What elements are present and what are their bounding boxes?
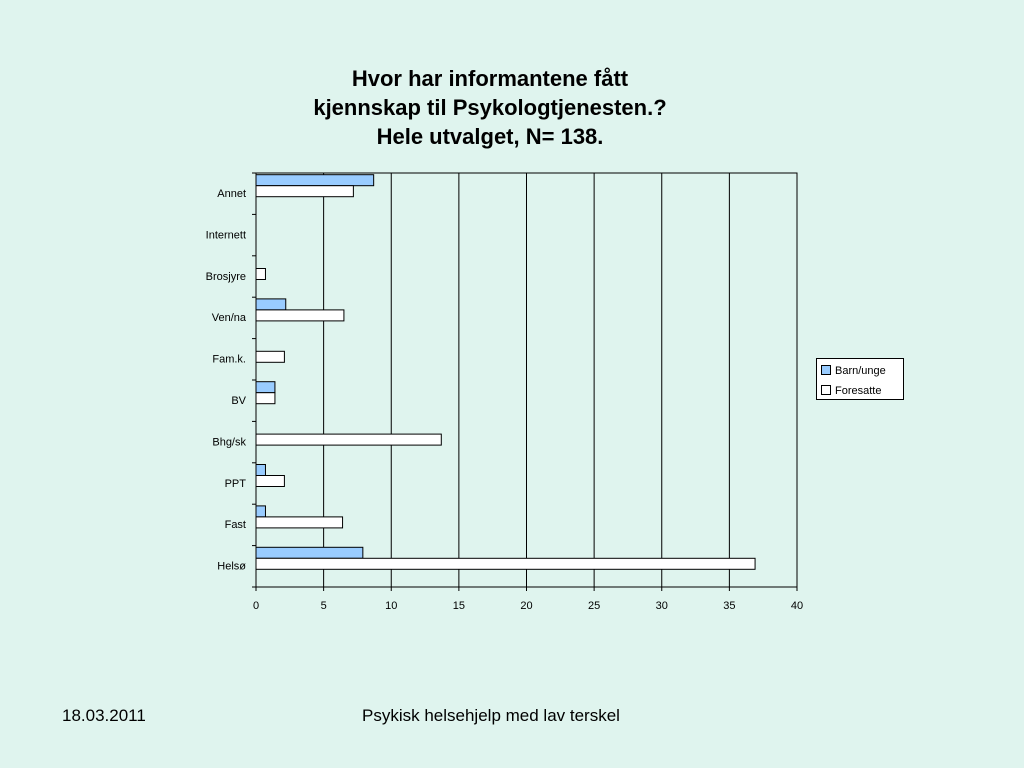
chart-title-line-1: Hvor har informantene fått xyxy=(351,66,629,91)
legend-item-barn-unge: Barn/unge xyxy=(821,364,886,378)
y-tick-label: Ven/na xyxy=(212,312,247,324)
y-tick-label: Brosjyre xyxy=(206,271,246,283)
bar-foresatte-6 xyxy=(255,433,442,446)
bar-foresatte-2 xyxy=(255,268,266,280)
bar-barn-unge-9 xyxy=(255,546,364,559)
y-tick-label: BV xyxy=(231,395,246,407)
chart-legend: Barn/unge Foresatte xyxy=(816,358,904,400)
bar-foresatte-9 xyxy=(255,557,756,570)
legend-item-foresatte: Foresatte xyxy=(821,384,881,398)
legend-label-foresatte: Foresatte xyxy=(835,385,882,397)
y-tick-label: Helsø xyxy=(217,561,246,573)
y-tick-label: Bhg/sk xyxy=(212,436,246,448)
x-tick-label: 5 xyxy=(321,600,327,612)
y-tick-label: Annet xyxy=(217,188,246,200)
bar-foresatte-4 xyxy=(255,350,285,363)
legend-swatch-barn-unge xyxy=(821,365,831,375)
y-tick-label: Internett xyxy=(206,229,246,241)
y-tick-label: Fam.k. xyxy=(212,354,246,366)
legend-swatch-foresatte xyxy=(821,385,831,395)
y-tick-label: Fast xyxy=(225,519,246,531)
bar-barn-unge-7 xyxy=(255,464,266,476)
x-tick-label: 35 xyxy=(723,600,735,612)
x-tick-label: 0 xyxy=(253,600,259,612)
bar-barn-unge-3 xyxy=(255,298,287,311)
x-tick-label: 30 xyxy=(656,600,668,612)
y-tick-label: PPT xyxy=(225,478,247,490)
bar-foresatte-3 xyxy=(255,309,345,322)
x-tick-label: 15 xyxy=(453,600,465,612)
bar-foresatte-0 xyxy=(255,185,354,198)
bar-foresatte-5 xyxy=(255,392,276,405)
chart-title-line-2: kjennskap til Psykologtjenesten.? xyxy=(313,95,667,120)
slide-date: 18.03.2011 xyxy=(62,706,146,725)
x-tick-label: 40 xyxy=(791,600,803,612)
bar-foresatte-7 xyxy=(255,475,285,487)
x-tick-label: 10 xyxy=(385,600,397,612)
chart-title: Hvor har informantene fått kjennskap til… xyxy=(240,64,740,151)
chart-title-line-3: Hele utvalget, N= 138. xyxy=(376,124,604,149)
x-tick-label: 25 xyxy=(588,600,600,612)
bar-foresatte-8 xyxy=(255,516,344,529)
bar-barn-unge-0 xyxy=(255,174,375,187)
slide-footer: Psykisk helsehjelp med lav terskel xyxy=(362,706,620,725)
legend-label-barn-unge: Barn/unge xyxy=(835,365,886,377)
bar-barn-unge-8 xyxy=(255,505,266,518)
x-tick-label: 20 xyxy=(520,600,532,612)
bar-barn-unge-5 xyxy=(255,381,276,394)
